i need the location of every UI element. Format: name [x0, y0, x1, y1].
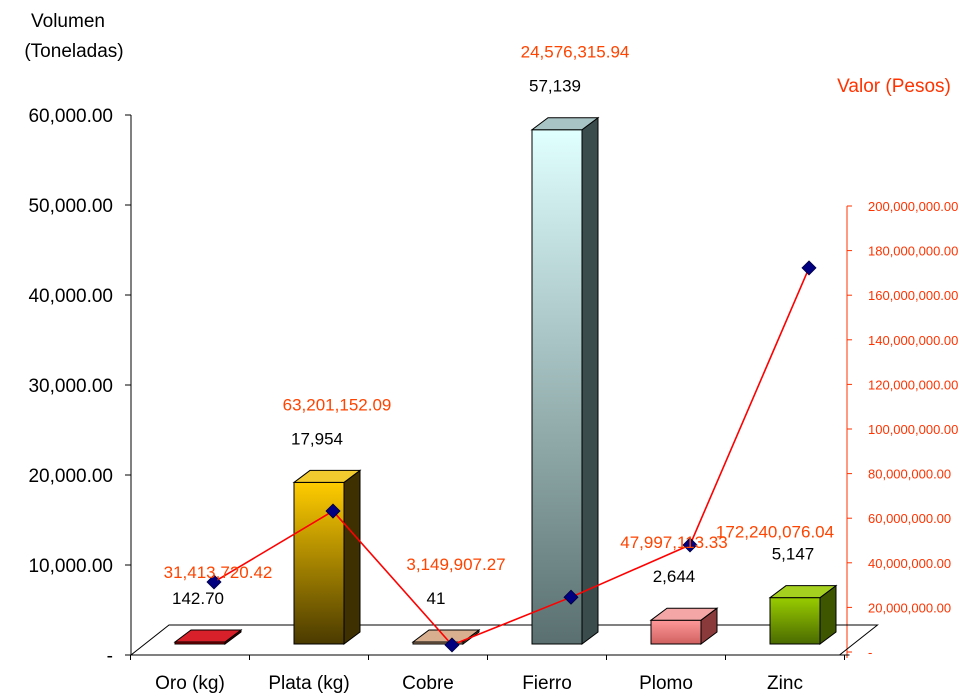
value-marker: [802, 261, 816, 275]
left-axis-tick-label: -: [107, 646, 113, 667]
bar-value-label: 17,954: [291, 429, 343, 448]
bar-value-label: 5,147: [772, 545, 815, 564]
line-value-label: 63,201,152.09: [283, 395, 392, 414]
right-axis-tick-label: 60,000,000.00: [868, 511, 951, 526]
x-axis-tick-label: Fierro: [522, 673, 572, 694]
x-axis-tick-label: Oro (kg): [155, 673, 225, 694]
bar-top: [413, 630, 479, 642]
bar-fierro: [532, 118, 598, 644]
right-axis-tick-label: 80,000,000.00: [868, 467, 951, 482]
chart-floor: [131, 625, 878, 655]
x-axis-tick-label: Zinc: [767, 673, 803, 694]
chart-floor-plane: [131, 625, 878, 655]
bar-value-label: 57,139: [529, 77, 581, 96]
left-y-axis: - 10,000.00 20,000.00 30,000.00 40,000.00 50,…: [28, 106, 131, 667]
line-value-label: 24,576,315.94: [521, 43, 630, 62]
bar-side: [582, 118, 598, 644]
bar-value-label: 2,644: [653, 567, 696, 586]
line-value-label: 172,240,076.04: [716, 523, 834, 542]
bar-plomo: [651, 608, 717, 644]
right-axis-tick-label: 40,000,000.00: [868, 556, 951, 571]
x-axis-tick-label: Plomo: [639, 673, 693, 694]
left-axis-tick-label: 30,000.00: [28, 376, 113, 397]
right-y-axis: - 20,000,000.00 40,000,000.00 60,000,000.00…: [847, 199, 958, 660]
bar-value-label: 142.70: [172, 589, 224, 608]
bar-side: [344, 470, 360, 644]
line-value-label: 31,413,720.42: [164, 563, 273, 582]
bar-zinc: [770, 586, 836, 644]
left-axis-title-line2: (Toneladas): [24, 41, 123, 62]
right-axis-tick-label: 140,000,000.00: [868, 333, 958, 348]
left-axis-tick-label: 40,000.00: [28, 286, 113, 307]
data-labels: 142.70 17,954 41 57,139 2,644 5,147 31,413,720…: [164, 43, 834, 608]
bar-cobre: [413, 630, 479, 644]
right-axis-tick-label: -: [868, 645, 872, 660]
right-axis-tick-label: 100,000,000.00: [868, 422, 958, 437]
right-axis-tick-label: 200,000,000.00: [868, 199, 958, 214]
x-axis: Oro (kg) Plata (kg) Cobre Fierro Plomo Zinc: [131, 655, 850, 694]
left-axis-tick-label: 20,000.00: [28, 466, 113, 487]
right-axis-tick-label: 160,000,000.00: [868, 288, 958, 303]
bar-front: [532, 130, 582, 644]
x-axis-tick-label: Plata (kg): [268, 673, 349, 694]
line-value-label: 3,149,907.27: [406, 555, 505, 574]
x-axis-tick-label: Cobre: [402, 673, 454, 694]
left-axis-title-line1: Volumen: [31, 11, 105, 32]
bar-top: [175, 630, 241, 642]
left-axis-tick-label: 10,000.00: [28, 556, 113, 577]
right-axis-tick-label: 120,000,000.00: [868, 377, 958, 392]
right-axis-tick-label: 180,000,000.00: [868, 244, 958, 259]
line-value-label: 47,997,113.33: [620, 533, 727, 552]
bar-plata-kg: [294, 470, 360, 644]
bar-value-label: 41: [427, 589, 446, 608]
left-axis-tick-label: 50,000.00: [28, 196, 113, 217]
left-axis-tick-label: 60,000.00: [28, 106, 113, 127]
bar-oro-kg: [175, 630, 241, 644]
bar-front: [651, 620, 701, 644]
right-axis-tick-label: 20,000,000.00: [868, 600, 951, 615]
right-axis-title: Valor (Pesos): [837, 76, 951, 97]
bar-front: [294, 482, 344, 644]
bar-front: [770, 598, 820, 644]
